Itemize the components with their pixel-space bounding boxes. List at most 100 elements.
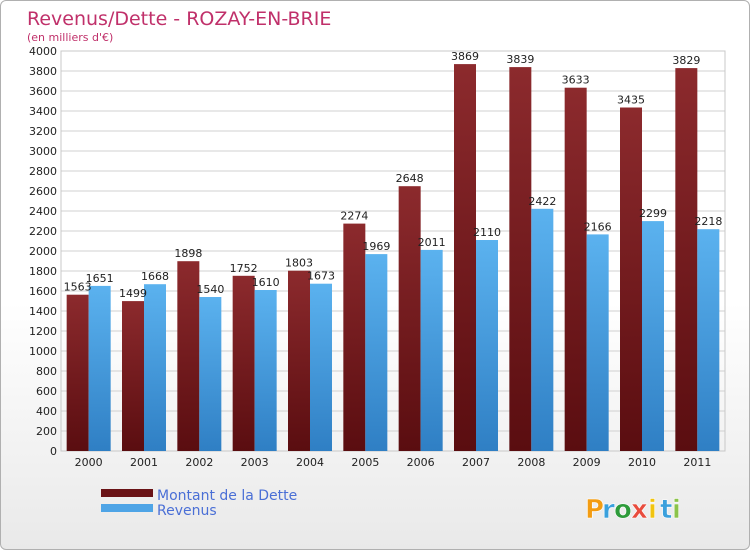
data-label-debt: 2648 — [396, 172, 424, 185]
legend-label-debt: Montant de la Dette — [157, 488, 297, 504]
y-tick-label: 1400 — [29, 305, 57, 318]
bar-debt — [122, 301, 144, 451]
legend-label-revenus: Revenus — [157, 503, 217, 519]
data-label-debt: 3839 — [506, 53, 534, 66]
x-tick-label: 2003 — [241, 456, 269, 469]
data-label-debt: 3829 — [672, 54, 700, 67]
x-tick-label: 2010 — [628, 456, 656, 469]
data-label-debt: 1898 — [174, 247, 202, 260]
data-label-revenus: 1610 — [252, 276, 280, 289]
bar-debt — [177, 261, 200, 451]
y-tick-label: 3600 — [29, 85, 57, 98]
data-label-debt: 1499 — [119, 287, 147, 300]
bar-revenus — [476, 240, 498, 451]
bar-debt — [509, 67, 532, 451]
bar-revenus — [199, 297, 222, 451]
bar-debt — [564, 87, 587, 451]
bar-debt — [232, 275, 255, 451]
logo-letter: t — [660, 495, 672, 525]
bar-debt — [398, 186, 421, 451]
data-label-revenus: 1651 — [86, 272, 114, 285]
bar-revenus — [310, 283, 332, 451]
x-tick-label: 2001 — [130, 456, 158, 469]
data-label-revenus: 2166 — [584, 220, 612, 233]
data-label-revenus: 1668 — [141, 270, 169, 283]
y-tick-label: 3800 — [29, 65, 57, 78]
data-label-revenus: 1969 — [362, 240, 390, 253]
proxiti-logo: Pr o x i t i — [585, 495, 682, 526]
data-label-revenus: 2110 — [473, 226, 501, 239]
bar-revenus — [531, 208, 554, 451]
data-label-debt: 1752 — [230, 262, 258, 275]
bar-debt — [675, 68, 698, 451]
data-label-debt: 1563 — [64, 281, 92, 294]
legend-swatch-debt — [101, 489, 153, 497]
bar-revenus — [420, 249, 443, 451]
logo-letter: o — [614, 495, 632, 525]
bar-debt — [343, 223, 366, 451]
y-tick-label: 800 — [36, 365, 57, 378]
data-label-debt: 2274 — [340, 210, 368, 223]
y-tick-label: 2600 — [29, 185, 57, 198]
bars-layer — [66, 64, 720, 451]
x-tick-label: 2000 — [75, 456, 103, 469]
y-tick-label: 3400 — [29, 105, 57, 118]
y-tick-label: 2200 — [29, 225, 57, 238]
x-tick-label: 2004 — [296, 456, 324, 469]
y-tick-label: 2000 — [29, 245, 57, 258]
x-tick-label: 2006 — [407, 456, 435, 469]
logo-letter: x — [631, 495, 648, 525]
bar-debt — [454, 64, 476, 451]
y-tick-label: 1600 — [29, 285, 57, 298]
x-tick-label: 2009 — [573, 456, 601, 469]
plot-border — [60, 50, 726, 452]
chart-title: Revenus/Dette - ROZAY-EN-BRIE — [27, 8, 331, 30]
data-label-debt: 3435 — [617, 94, 645, 107]
y-tick-label: 3000 — [29, 145, 57, 158]
logo-letter: i — [672, 495, 681, 525]
chart-subtitle: (en milliers d'€) — [27, 31, 113, 44]
y-tick-label: 400 — [36, 405, 57, 418]
x-tick-label: 2005 — [351, 456, 379, 469]
bar-revenus — [697, 229, 720, 451]
y-tick-label: 2800 — [29, 165, 57, 178]
legend-swatch-revenus — [101, 504, 153, 512]
bar-debt — [288, 270, 310, 451]
data-label-revenus: 2422 — [528, 195, 556, 208]
y-tick-label: 3200 — [29, 125, 57, 138]
y-tick-label: 0 — [50, 445, 57, 458]
data-label-debt: 1803 — [285, 257, 313, 270]
bar-revenus — [88, 285, 111, 451]
x-tick-label: 2007 — [462, 456, 490, 469]
y-tick-label: 1200 — [29, 325, 57, 338]
logo-letter: r — [602, 495, 615, 525]
x-tick-label: 2002 — [185, 456, 213, 469]
y-tick-label: 4000 — [29, 45, 57, 58]
logo-letter: i — [648, 495, 657, 525]
x-tick-label: 2011 — [683, 456, 711, 469]
legend: Montant de la Dette Revenus — [101, 488, 297, 519]
grid-layer: 0 200 400 600 800 1000 1200 1400 1600 1800 2000 220… — [29, 45, 726, 458]
y-tick-label: 600 — [36, 385, 57, 398]
data-label-debt: 3633 — [562, 74, 590, 87]
bar-revenus — [144, 284, 166, 451]
data-label-revenus: 1673 — [307, 270, 335, 283]
bar-revenus — [642, 221, 664, 451]
data-label-revenus: 1540 — [196, 283, 224, 296]
data-label-revenus: 2011 — [418, 236, 446, 249]
bar-revenus — [365, 254, 388, 451]
x-tick-label: 2008 — [517, 456, 545, 469]
bar-debt — [66, 294, 89, 451]
data-label-revenus: 2218 — [694, 215, 722, 228]
data-label-debt: 3869 — [451, 50, 479, 63]
y-tick-label: 1000 — [29, 345, 57, 358]
y-tick-label: 200 — [36, 425, 57, 438]
y-tick-label: 2400 — [29, 205, 57, 218]
bar-revenus — [254, 290, 277, 451]
bar-debt — [620, 107, 642, 451]
y-tick-label: 1800 — [29, 265, 57, 278]
bar-revenus — [586, 234, 609, 451]
